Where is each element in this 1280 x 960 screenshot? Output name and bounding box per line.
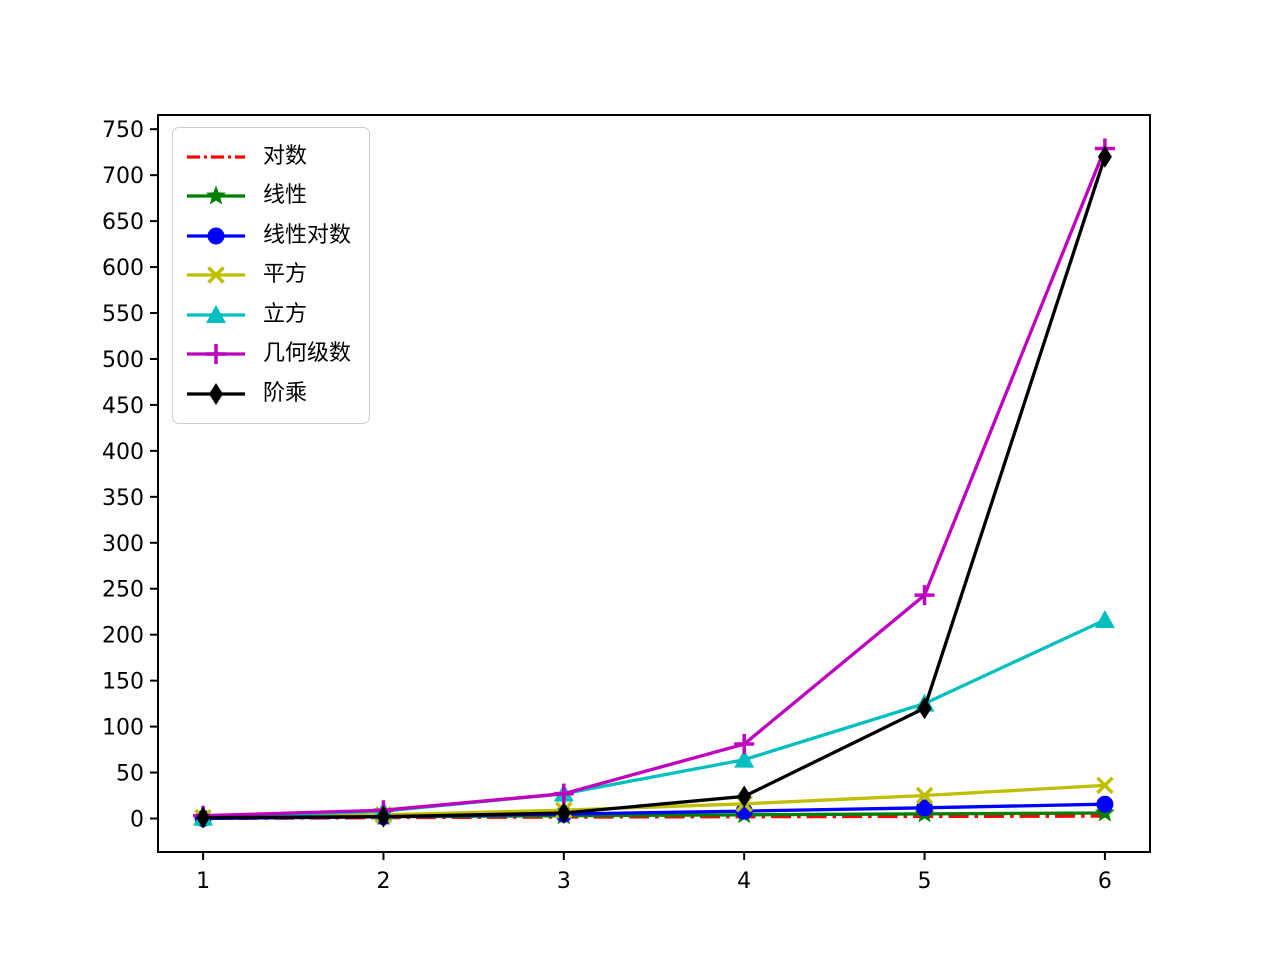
- y-tick-label: 250: [102, 578, 144, 603]
- series-markers-6: [196, 145, 1112, 829]
- series-line-4: [203, 618, 1106, 820]
- legend-marker-icon-triangle-up: [187, 304, 245, 323]
- legend: 对数线性线性对数平方立方几何级数阶乘: [172, 127, 371, 424]
- y-tick-label: 200: [102, 624, 144, 649]
- legend-item-label: 立方: [263, 301, 308, 327]
- legend-marker-icon-circle: [187, 227, 245, 245]
- legend-item: 对数: [185, 137, 351, 177]
- x-tick-label: 4: [737, 869, 751, 894]
- legend-marker-icon-diamond: [187, 382, 245, 405]
- legend-marker-icon-x: [187, 266, 245, 284]
- series-line-6: [203, 156, 1107, 820]
- x-tick-label: 1: [196, 869, 210, 894]
- legend-marker-icon-star: [187, 185, 245, 205]
- legend-marker-icon-none: [187, 155, 245, 159]
- y-tick-label: 500: [102, 348, 144, 373]
- legend-item-label: 几何级数: [263, 341, 352, 367]
- legend-item-label: 对数: [263, 143, 308, 169]
- legend-marker-icon-plus: [187, 344, 245, 365]
- x-tick-label: 2: [376, 869, 390, 894]
- plot-border: [157, 114, 1151, 853]
- y-tick-label: 50: [116, 762, 144, 787]
- y-tick-label: 100: [102, 716, 144, 741]
- legend-item: 几何级数: [185, 335, 351, 375]
- y-tick-label: 700: [102, 164, 144, 189]
- y-tick-label: 650: [102, 210, 144, 235]
- y-tick-label: 750: [102, 118, 144, 143]
- y-tick-label: 400: [102, 440, 144, 465]
- legend-item: 线性对数: [185, 216, 351, 256]
- y-tick-label: 450: [102, 394, 144, 419]
- legend-item: 阶乘: [185, 374, 351, 414]
- y-tick-label: 0: [130, 808, 144, 833]
- legend-item-label: 阶乘: [263, 380, 308, 406]
- y-tick-label: 600: [102, 256, 144, 281]
- x-tick-label: 6: [1098, 869, 1112, 894]
- y-tick-label: 300: [102, 532, 144, 557]
- legend-item: 线性: [185, 177, 351, 217]
- legend-item-label: 平方: [263, 262, 308, 288]
- x-tick-label: 3: [557, 869, 571, 894]
- legend-item: 立方: [185, 295, 351, 335]
- y-tick-label: 150: [102, 670, 144, 695]
- legend-item: 平方: [185, 256, 351, 296]
- series-line-5: [203, 147, 1107, 818]
- y-tick-label: 550: [102, 302, 144, 327]
- legend-item-label: 线性: [263, 183, 308, 209]
- y-tick-label: 350: [102, 486, 144, 511]
- legend-item-label: 线性对数: [263, 222, 352, 248]
- x-tick-label: 5: [918, 869, 932, 894]
